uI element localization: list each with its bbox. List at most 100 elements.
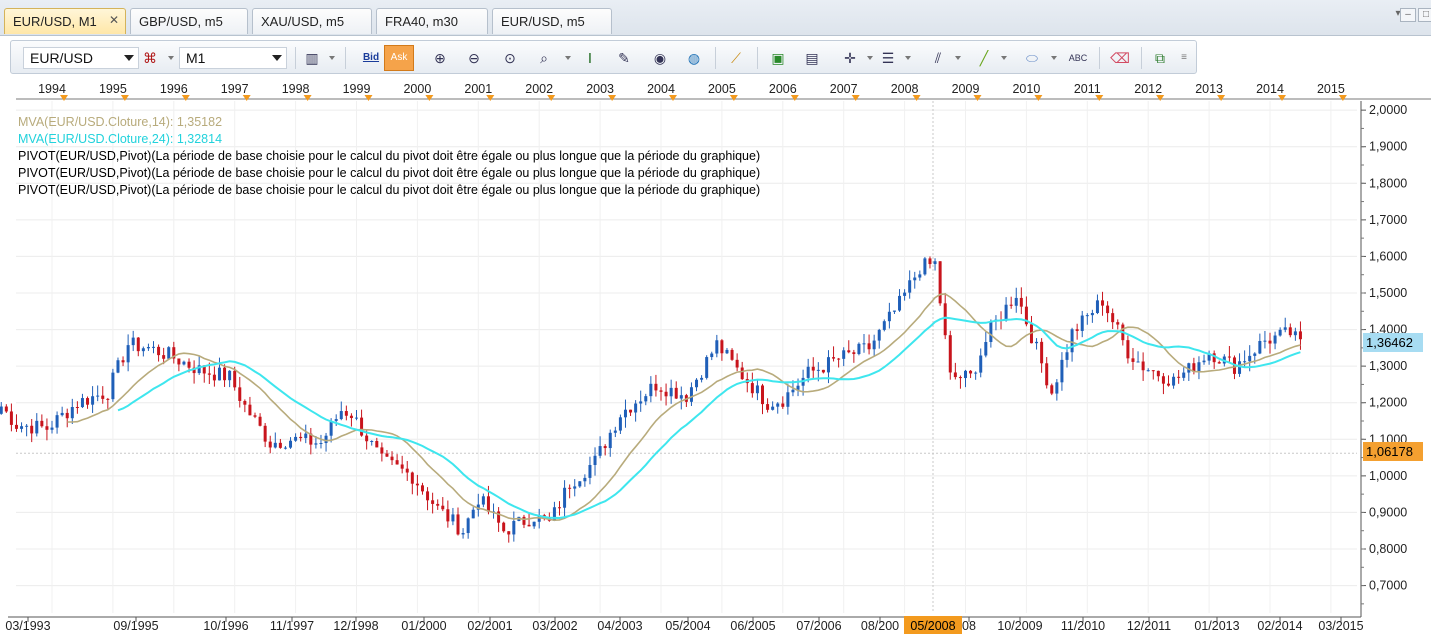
year-label: 2005 [708,82,736,96]
tab-list-dropdown-icon[interactable]: ▾ [1395,8,1401,19]
candle-up [146,347,150,349]
symbol-link-icon[interactable]: ⌘ [143,50,157,66]
candle-down [654,383,658,391]
candle-down [1212,353,1216,363]
zoom-fit-icon[interactable]: ⊙ [504,50,516,66]
candle-up [1273,335,1277,344]
tab-gbpusd-m5[interactable]: GBP/USD, m5 [130,8,248,34]
candle-down [253,415,257,417]
candle-up [923,258,927,275]
crosshair-icon[interactable]: ✛ [844,50,856,66]
date-label: 11/2010 [1061,619,1105,633]
candle-up [649,383,653,397]
date-label: 03/1993 [5,619,50,633]
print-preview-icon[interactable]: ▤ [805,50,819,66]
indicator-icon[interactable]: Ⅰ [587,50,593,66]
tab-label: GBP/USD, m5 [139,14,223,29]
chevron-down-icon[interactable] [1001,56,1007,60]
ask-button[interactable]: Ask [384,45,414,71]
chevron-down-icon[interactable] [1051,56,1057,60]
candle-up [623,409,627,418]
chevron-down-icon[interactable] [329,56,335,60]
candle-up [573,486,577,489]
chevron-down-icon[interactable] [905,56,911,60]
candle-down [420,485,424,492]
candle-up [898,295,902,311]
candle-down [9,411,13,425]
candle-up [593,455,597,466]
candle-down [1075,329,1079,331]
y-tick-label: 2,0000 [1369,103,1407,117]
timeframe-select[interactable]: M1 [179,47,287,69]
candle-up [786,392,790,407]
tab-eurusd-m1[interactable]: EUR/USD, M1 ✕ [4,8,126,34]
eye-icon[interactable]: ◉ [653,50,667,66]
chevron-down-icon[interactable] [955,56,961,60]
candle-up [1258,340,1262,354]
candle-down [1192,363,1196,372]
chevron-down-icon[interactable] [565,56,571,60]
candle-down [395,460,399,465]
mva14-line [67,293,1301,522]
bid-button[interactable]: Bid [362,52,380,63]
year-marker-icon [729,95,738,101]
year-marker-icon [1338,95,1347,101]
candle-up [1060,359,1064,383]
tab-label: EUR/USD, m5 [501,14,585,29]
eraser-icon[interactable]: ⌫ [1110,50,1130,66]
globe-icon[interactable]: ◍ [687,50,701,66]
candle-down [1177,376,1181,378]
candle-down [507,531,511,535]
symbol-select[interactable]: EUR/USD [23,47,139,69]
chevron-down-icon[interactable] [168,56,174,60]
cursor-date-tag [904,616,962,634]
year-marker-icon [973,95,982,101]
candle-down [629,409,633,413]
candle-down [441,505,445,510]
candle-up [1263,340,1267,342]
text-label-icon[interactable]: ABC [1068,53,1088,63]
chart-type-icon[interactable]: ▥ [305,50,319,66]
tab-xauusd-m5[interactable]: XAU/USD, m5 [252,8,372,34]
candle-down [1167,383,1170,386]
template-icon[interactable]: ✎ [618,50,630,66]
zoom-out-icon[interactable]: ⊖ [468,50,480,66]
tab-eurusd-m5[interactable]: EUR/USD, m5 [492,8,612,34]
candle-down [223,367,227,381]
chevron-down-icon[interactable] [867,56,873,60]
close-icon[interactable]: ✕ [108,13,119,27]
candle-down [40,420,44,427]
year-marker-icon [120,95,129,101]
candle-down [1050,385,1054,394]
lines-icon[interactable]: ☰ [881,50,895,66]
candle-up [329,420,333,436]
candle-up [1197,362,1201,372]
candle-down [390,456,394,461]
candle-down [258,416,262,426]
price-chart[interactable]: 0,7000 0,8000 0,9000 1,0000 1,1000 1,2000 1,30… [0,78,1431,636]
image-icon[interactable]: ▣ [771,50,785,66]
minimize-icon[interactable]: – [1400,8,1416,22]
candle-down [121,360,125,363]
hierarchy-icon[interactable]: ⧉ [1155,50,1165,66]
candle-up [1014,297,1018,306]
date-label: 04/2003 [597,619,642,633]
ellipse-icon[interactable]: ⬭ [1026,50,1038,66]
candle-up [903,292,907,296]
trendline-icon[interactable]: ╱ [979,50,989,66]
candle-up [55,415,59,428]
fibonacci-icon[interactable]: ⫽ [934,50,942,66]
date-label: 11/1997 [270,619,314,633]
year-label: 1995 [99,82,127,96]
toolbar-overflow-icon[interactable]: ≡ [1181,52,1187,63]
candle-down [603,446,607,449]
candle-up [319,443,323,445]
tab-fra40-m30[interactable]: FRA40, m30 [376,8,488,34]
ruler-icon[interactable]: ⟋ [731,50,741,66]
magnifier-icon[interactable]: ⌕ [540,50,548,66]
date-label: 02/2001 [467,619,512,633]
candle-up [634,403,638,413]
candle-up [877,329,881,341]
zoom-in-icon[interactable]: ⊕ [434,50,446,66]
maximize-icon[interactable]: □ [1418,8,1431,22]
